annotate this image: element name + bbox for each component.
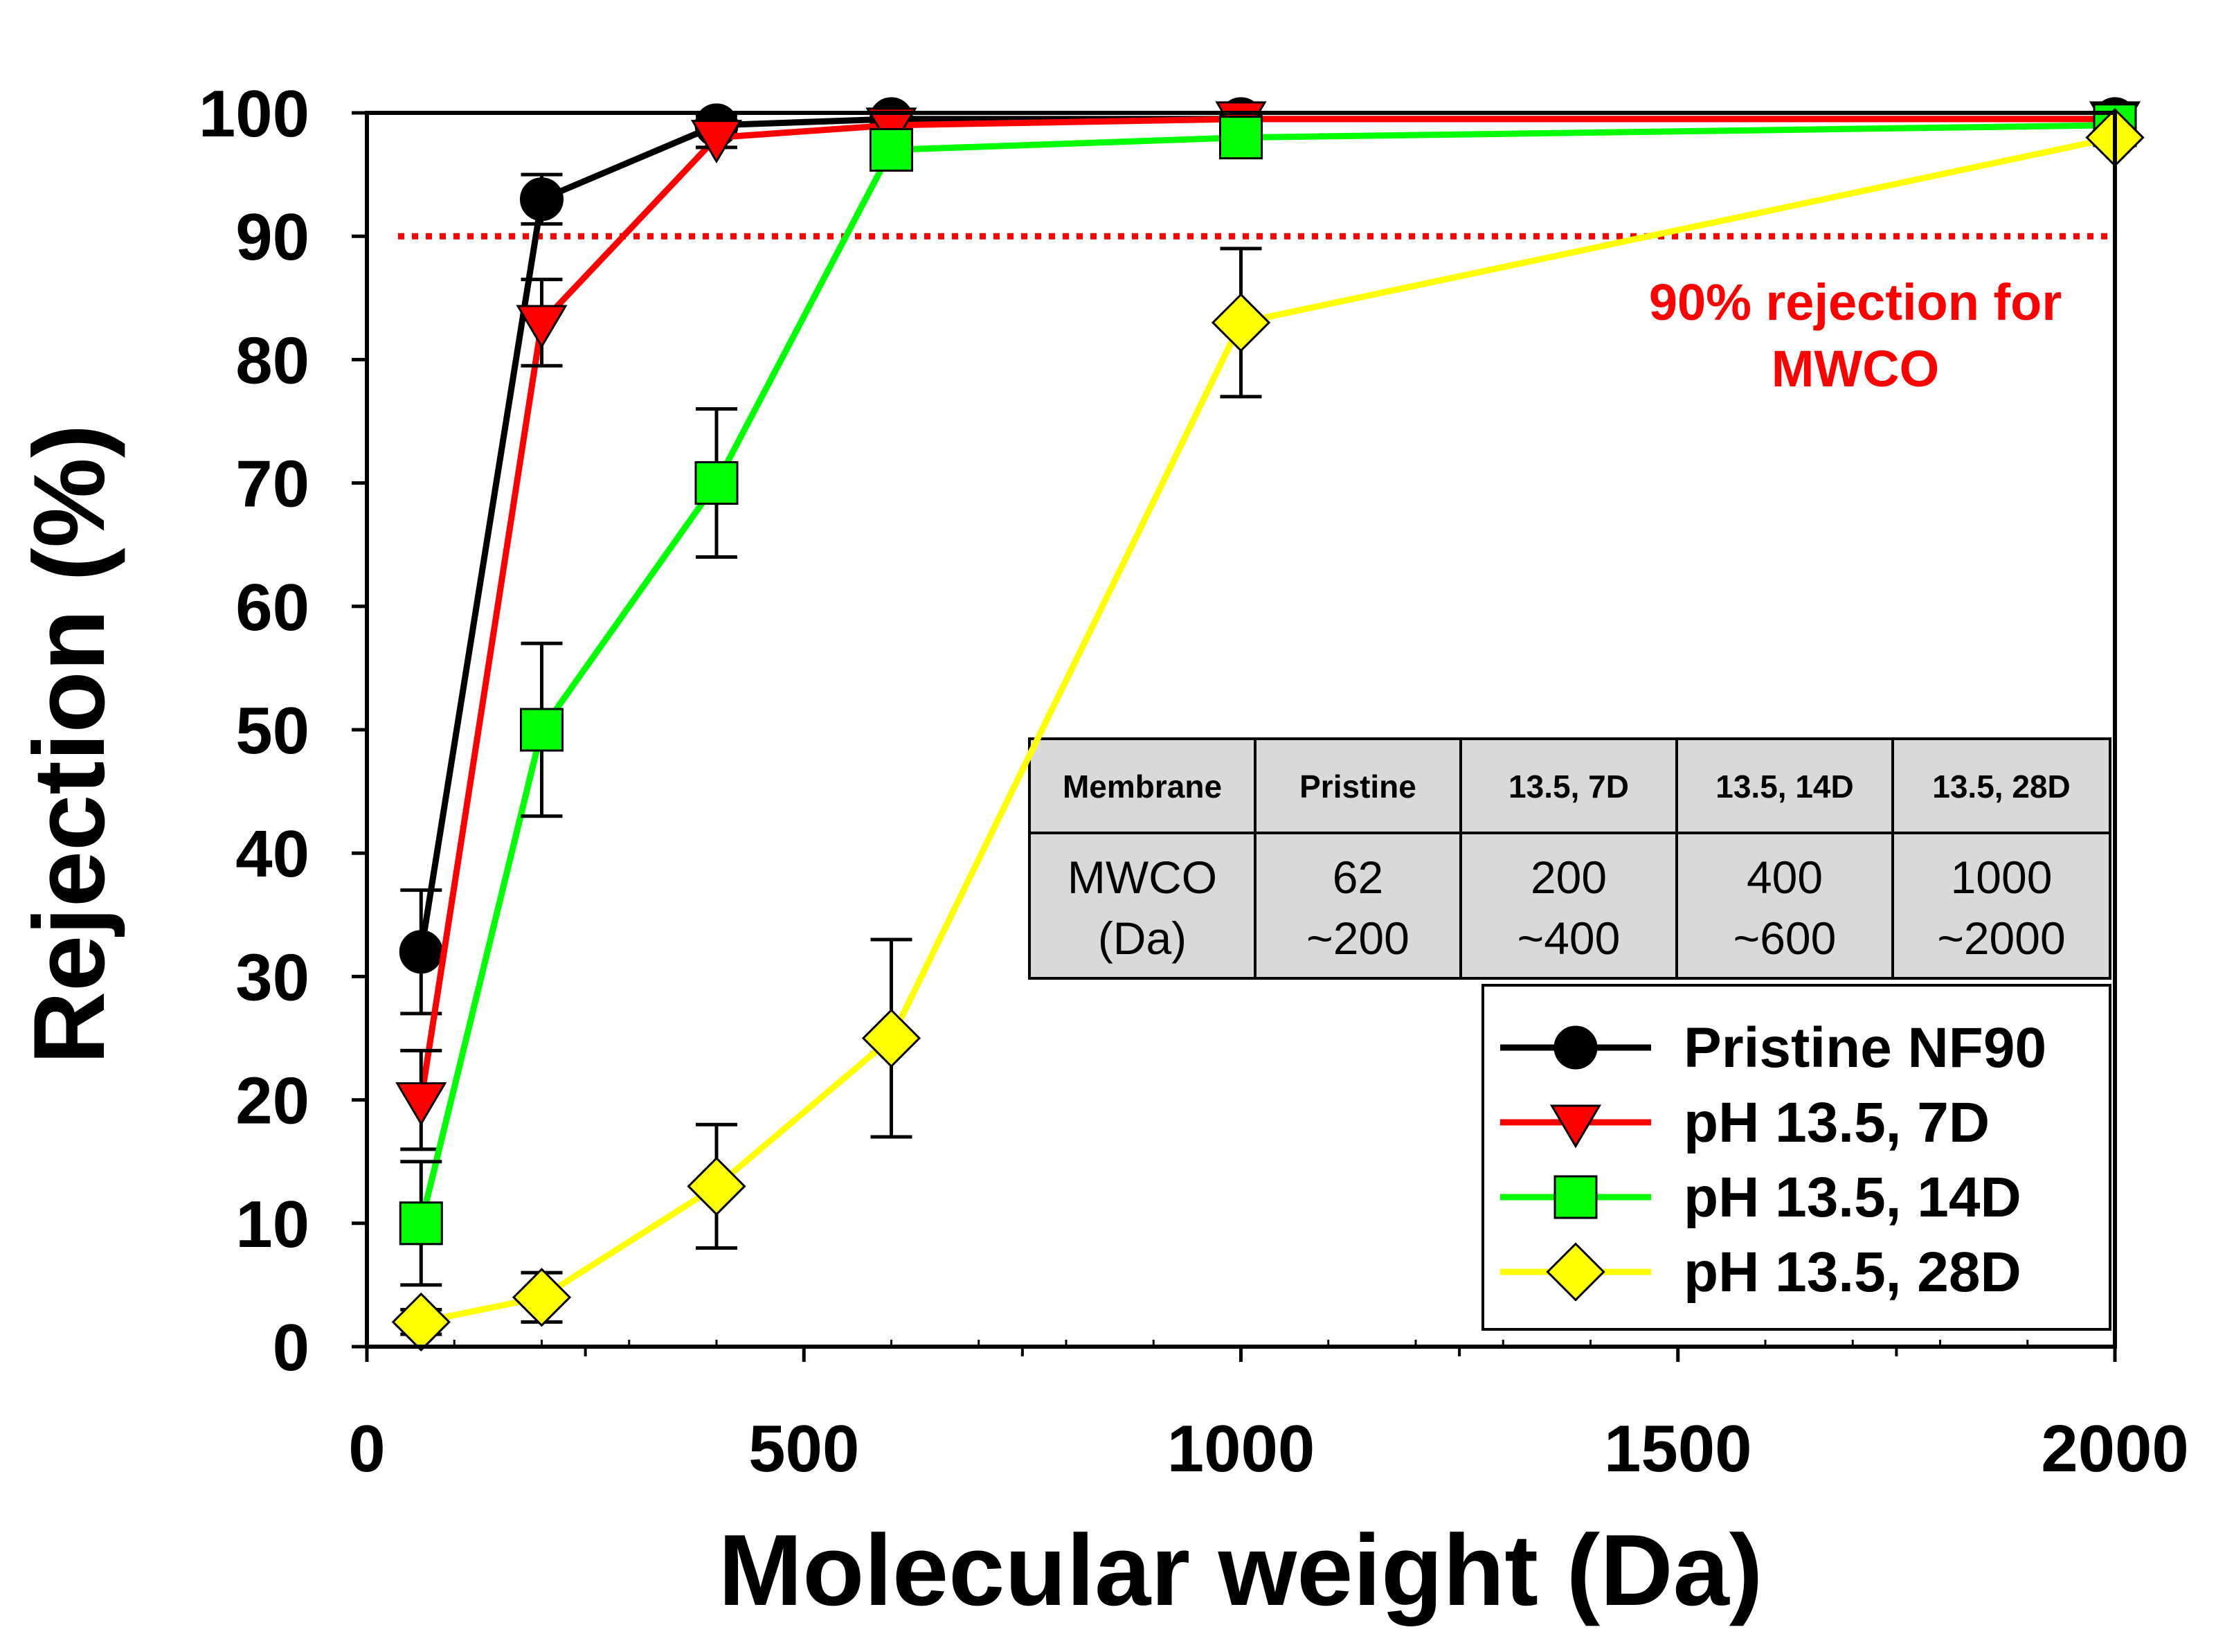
y-tick-label: 10	[235, 1187, 309, 1262]
legend-label: pH 13.5, 28D	[1684, 1241, 2021, 1304]
data-point	[399, 930, 443, 974]
mwco-table-header: Pristine	[1299, 769, 1416, 805]
data-point	[1211, 293, 1271, 352]
mwco-table-row-label: MWCO	[1068, 852, 1217, 903]
legend-marker	[1553, 1175, 1598, 1219]
mwco-table-cell: ~200	[1306, 913, 1409, 964]
y-tick-label: 0	[273, 1311, 309, 1385]
mwco-table-cell: 400	[1747, 852, 1823, 903]
data-point	[687, 1156, 746, 1216]
data-point	[391, 1292, 451, 1352]
mwco-table-header: 13.5, 14D	[1715, 769, 1853, 805]
series-line	[417, 116, 2115, 1101]
y-tick-label: 70	[235, 447, 309, 521]
mwco-table-cell: ~400	[1517, 913, 1621, 964]
y-tick-label: 60	[235, 571, 309, 645]
y-tick-label: 40	[235, 817, 309, 891]
reference-line-label: 90% rejection for	[1649, 273, 2062, 331]
y-tick-label: 90	[235, 200, 309, 274]
legend-label: pH 13.5, 14D	[1684, 1166, 2021, 1229]
data-point	[690, 120, 743, 164]
mwco-table-cell: 62	[1333, 852, 1383, 903]
data-point	[861, 1008, 921, 1068]
mwco-table	[1028, 737, 2111, 980]
data-point	[520, 177, 564, 222]
y-tick-label: 100	[199, 77, 309, 151]
mwco-table-cell: ~2000	[1937, 913, 2065, 964]
x-axis-title: Molecular weight (Da)	[719, 1514, 1763, 1626]
legend-label: Pristine NF90	[1684, 1016, 2046, 1079]
y-tick-label: 50	[235, 694, 309, 768]
data-point	[395, 1082, 447, 1126]
x-tick-label: 0	[348, 1412, 385, 1486]
legend-label: pH 13.5, 7D	[1684, 1091, 1990, 1154]
series-line	[417, 122, 2116, 1224]
legend-marker	[1549, 1104, 1602, 1149]
data-point	[512, 1268, 572, 1327]
mwco-table-header: 13.5, 28D	[1932, 769, 2070, 805]
data-point	[399, 1201, 443, 1246]
mwco-table-cell: 200	[1531, 852, 1607, 903]
x-tick-label: 2000	[2041, 1412, 2189, 1486]
legend-marker	[1553, 1025, 1598, 1070]
y-tick-label: 80	[235, 323, 309, 397]
reference-line-label: MWCO	[1772, 340, 1940, 397]
data-point	[1219, 116, 1263, 160]
x-tick-label: 1000	[1167, 1412, 1315, 1486]
mwco-table-header: 13.5, 7D	[1508, 769, 1629, 805]
mwco-table-row-label: (Da)	[1098, 913, 1187, 964]
mwco-table-header: Membrane	[1063, 769, 1222, 805]
data-point	[870, 127, 913, 172]
data-point	[520, 708, 564, 752]
x-tick-label: 500	[748, 1412, 859, 1486]
mwco-table-cell: ~600	[1733, 913, 1837, 964]
y-tick-label: 30	[235, 940, 309, 1014]
y-tick-label: 20	[235, 1064, 309, 1138]
series-4	[391, 108, 2145, 1352]
legend-marker	[1546, 1242, 1605, 1302]
data-point	[516, 305, 568, 349]
y-axis-title: Rejection (%)	[12, 424, 125, 1065]
x-tick-label: 1500	[1604, 1412, 1752, 1486]
data-point	[694, 461, 739, 505]
mwco-table-cell: 1000	[1951, 852, 2053, 903]
